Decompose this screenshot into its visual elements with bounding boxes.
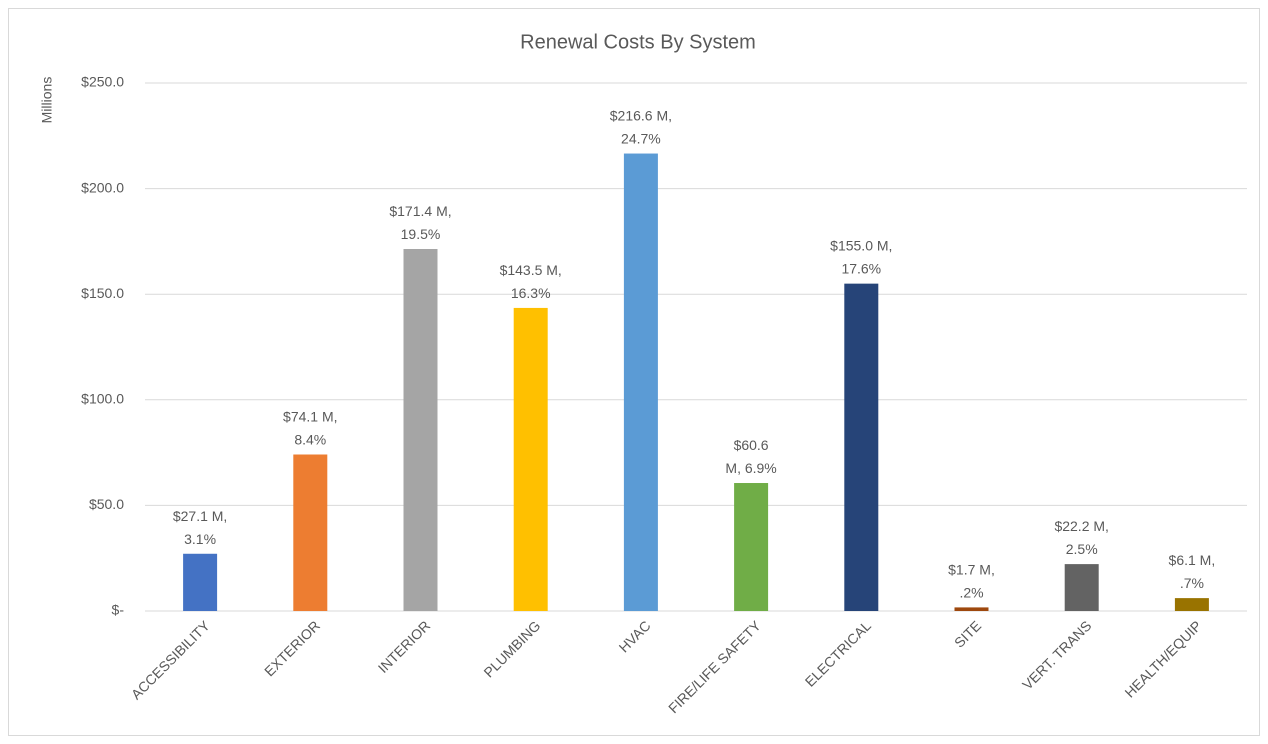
data-label-line: 8.4% xyxy=(294,431,326,447)
data-label: $60.6 M, 6.9% xyxy=(725,437,776,476)
y-tick-label: $50.0 xyxy=(89,496,124,512)
data-label: $22.2 M, 2.5% xyxy=(1054,518,1108,557)
y-tick-label: $250.0 xyxy=(81,74,124,90)
data-label-line: $6.1 M, xyxy=(1169,552,1216,568)
data-label-line: 16.3% xyxy=(511,285,551,301)
data-label-line: $171.4 M, xyxy=(389,203,451,219)
bar xyxy=(183,553,218,611)
data-label: $1.7 M, .2% xyxy=(948,561,995,600)
bar xyxy=(734,483,769,611)
data-label: $216.6 M, 24.7% xyxy=(610,107,672,146)
chart-title: Renewal Costs By System xyxy=(520,31,756,53)
bar xyxy=(954,607,989,611)
data-label-line: $216.6 M, xyxy=(610,107,672,123)
data-label: $155.0 M, 17.6% xyxy=(830,237,892,276)
bar xyxy=(293,454,328,611)
data-label-line: 17.6% xyxy=(841,260,881,276)
data-label-line: $60.6 xyxy=(734,437,769,453)
data-label-line: 24.7% xyxy=(621,130,661,146)
bar xyxy=(1174,598,1209,611)
data-label-line: $1.7 M, xyxy=(948,561,995,577)
y-axis-label: Millions xyxy=(39,77,55,124)
y-tick-label: $200.0 xyxy=(81,179,124,195)
y-tick-label: $- xyxy=(112,602,125,618)
data-label-line: 3.1% xyxy=(184,530,216,546)
data-label-line: .7% xyxy=(1180,575,1204,591)
data-label-line: 2.5% xyxy=(1066,541,1098,557)
data-label: $143.5 M, 16.3% xyxy=(500,262,562,301)
y-tick-label: $150.0 xyxy=(81,285,124,301)
data-label: $171.4 M, 19.5% xyxy=(389,203,451,242)
data-label-line: 19.5% xyxy=(401,226,441,242)
bar xyxy=(1064,564,1099,611)
data-label-line: $27.1 M, xyxy=(173,507,227,523)
bar xyxy=(403,249,438,611)
data-label-line: $74.1 M, xyxy=(283,408,337,424)
data-label-line: $22.2 M, xyxy=(1054,518,1108,534)
bar xyxy=(623,153,658,611)
bar xyxy=(844,283,879,611)
y-tick-label: $100.0 xyxy=(81,391,124,407)
bar xyxy=(513,307,548,611)
data-label: $74.1 M, 8.4% xyxy=(283,408,337,447)
data-label-line: .2% xyxy=(959,584,983,600)
data-label-line: $155.0 M, xyxy=(830,237,892,253)
data-label-line: M, 6.9% xyxy=(725,460,776,476)
data-label-line: $143.5 M, xyxy=(500,262,562,278)
data-label: $27.1 M, 3.1% xyxy=(173,507,227,546)
data-label: $6.1 M, .7% xyxy=(1169,552,1216,591)
